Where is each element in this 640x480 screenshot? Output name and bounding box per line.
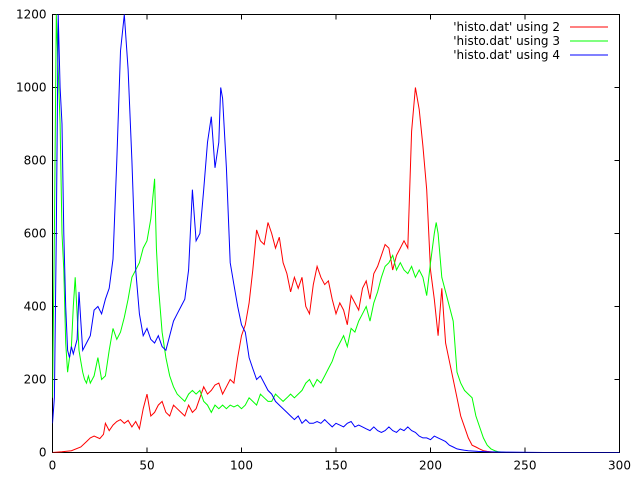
series-line-3 — [52, 14, 620, 453]
legend: 'histo.dat' using 2'histo.dat' using 3'h… — [453, 20, 608, 62]
y-tick-label: 1200 — [16, 8, 47, 22]
legend-label: 'histo.dat' using 4 — [453, 48, 560, 62]
series-line-2 — [52, 87, 620, 453]
y-tick-label: 200 — [24, 373, 47, 387]
x-tick-label: 150 — [325, 459, 348, 473]
x-tick-label: 0 — [49, 459, 57, 473]
y-tick-label: 600 — [24, 227, 47, 241]
x-tick-label: 200 — [419, 459, 442, 473]
x-tick-label: 250 — [514, 459, 537, 473]
x-tick-label: 50 — [139, 459, 154, 473]
plot-frame — [52, 14, 620, 453]
y-tick-label: 400 — [24, 300, 47, 314]
series-line-4 — [52, 14, 620, 453]
legend-label: 'histo.dat' using 2 — [453, 20, 560, 34]
axis-ticks: 0 50 100 150 200 250 300 0 200 400 600 800 1000 1200 — [16, 8, 631, 473]
legend-label: 'histo.dat' using 3 — [453, 34, 560, 48]
y-tick-label: 800 — [24, 154, 47, 168]
y-tick-label: 0 — [39, 446, 47, 460]
x-tick-label: 300 — [608, 459, 631, 473]
y-tick-label: 1000 — [16, 81, 47, 95]
x-tick-label: 100 — [230, 459, 253, 473]
series-lines — [52, 14, 620, 453]
